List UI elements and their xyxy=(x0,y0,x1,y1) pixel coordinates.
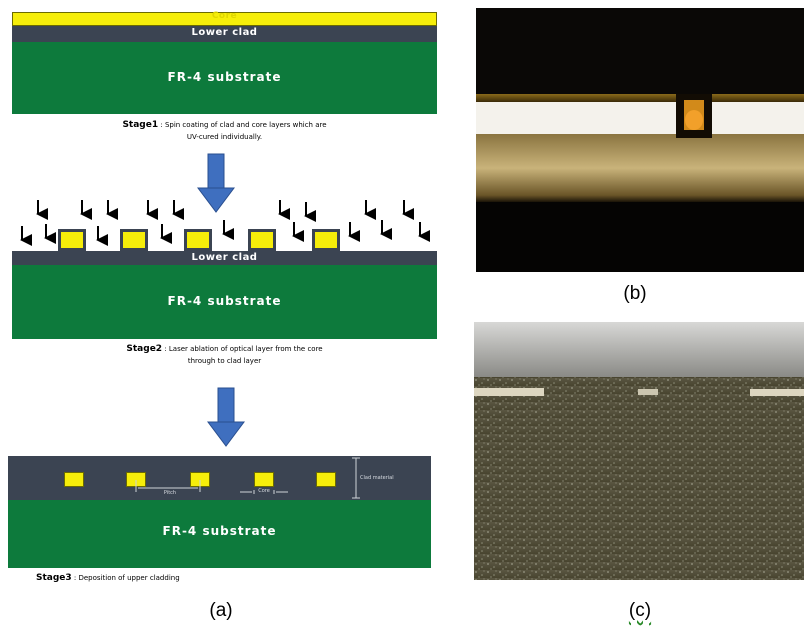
stage1-core-label: Core xyxy=(211,11,238,21)
stage2-core-3 xyxy=(184,229,212,251)
stage1-clad-label: Lower clad xyxy=(191,27,258,38)
stage2-core-5 xyxy=(312,229,340,251)
process-arrow-2-icon xyxy=(207,387,245,447)
panel-label-a: (a) xyxy=(209,600,233,621)
stage1-caption: Stage1 : Spin coating of clad and core l… xyxy=(12,119,437,143)
stage2-caption: Stage2 : Laser ablation of optical layer… xyxy=(12,343,437,367)
stage2-substrate-label: FR-4 substrate xyxy=(167,294,282,308)
stage2-core-4 xyxy=(248,229,276,251)
stage1-lower-clad xyxy=(12,24,437,42)
stage2-caption-line1: : Laser ablation of optical layer from t… xyxy=(164,345,323,353)
stage2-core-2 xyxy=(120,229,148,251)
stage3-caption-title: Stage3 xyxy=(36,573,72,583)
stage2-substrate xyxy=(12,265,437,339)
stage3-core-4 xyxy=(254,472,274,487)
stage3-core-5 xyxy=(316,472,336,487)
stage1-caption-line1: : Spin coating of clad and core layers w… xyxy=(160,121,327,129)
panel-label-b: (b) xyxy=(623,283,647,304)
stage1-caption-line2: UV-cured individually. xyxy=(186,133,263,141)
stage2-caption-line2: through to clad layer xyxy=(187,357,262,365)
stage3-core-1 xyxy=(64,472,84,487)
laser-beam-arrows-icon xyxy=(20,200,430,246)
micrograph-c xyxy=(474,322,804,580)
stage1-substrate xyxy=(12,42,437,114)
stage2-caption-title: Stage2 xyxy=(126,344,163,354)
stage2-clad-label: Lower clad xyxy=(191,252,258,263)
stage1-core-layer xyxy=(12,12,437,26)
stage3-pitch-label: Pitch xyxy=(163,490,177,496)
stage1-caption-title: Stage1 xyxy=(122,120,159,130)
process-arrow-1-icon xyxy=(197,153,235,213)
stage2-core-1 xyxy=(58,229,86,251)
stage3-dimension-lines-icon xyxy=(135,457,360,499)
micrograph-b xyxy=(476,8,804,272)
panel-label-c: (c) xyxy=(610,600,670,622)
stage3-caption-text: : Deposition of upper cladding xyxy=(73,574,180,582)
stage3-caption: Stage3 : Deposition of upper cladding xyxy=(36,572,336,584)
stage1-substrate-label: FR-4 substrate xyxy=(167,70,282,84)
panel-label-c-text: (c) xyxy=(628,600,652,621)
stage2-lower-clad xyxy=(12,251,437,265)
stage3-width-label: Core xyxy=(258,488,270,494)
stage3-substrate-label: FR-4 substrate xyxy=(162,524,277,538)
stage3-substrate xyxy=(8,500,431,568)
stage3-upper-clad-label: Clad material xyxy=(360,475,394,481)
